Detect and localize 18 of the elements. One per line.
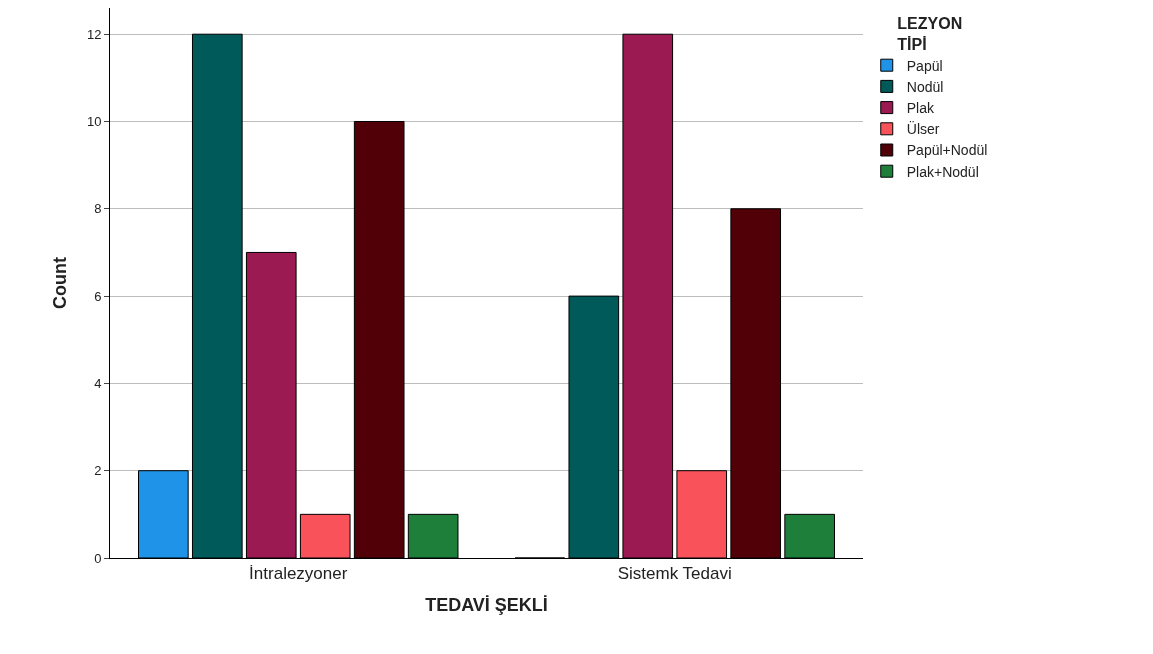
legend-label: Papül+Nodül	[906, 142, 988, 159]
y-tick-label: 12	[86, 26, 102, 42]
x-tick-label: İntralezyoner	[249, 564, 348, 584]
y-tick-label: 2	[94, 463, 102, 479]
legend-label: Plak	[906, 100, 935, 117]
y-tick-label: 4	[94, 375, 102, 391]
y-tick-label: 10	[86, 114, 102, 130]
x-axis-title: TEDAVİ ŞEKLİ	[425, 594, 548, 615]
legend-label: Papül	[906, 57, 943, 74]
y-axis-title: Count	[50, 257, 71, 309]
legend-label: Ülser	[906, 120, 940, 138]
y-tick-label: 8	[94, 201, 102, 217]
legend-title: LEZYON TİPİ	[897, 14, 963, 53]
legend-label: Plak+Nodül	[906, 163, 979, 180]
y-tick-label: 6	[94, 288, 102, 304]
y-tick-label: 0	[94, 550, 102, 566]
legend-label: Nodül	[906, 78, 944, 95]
x-tick-label: Sistemk Tedavi	[617, 564, 732, 584]
